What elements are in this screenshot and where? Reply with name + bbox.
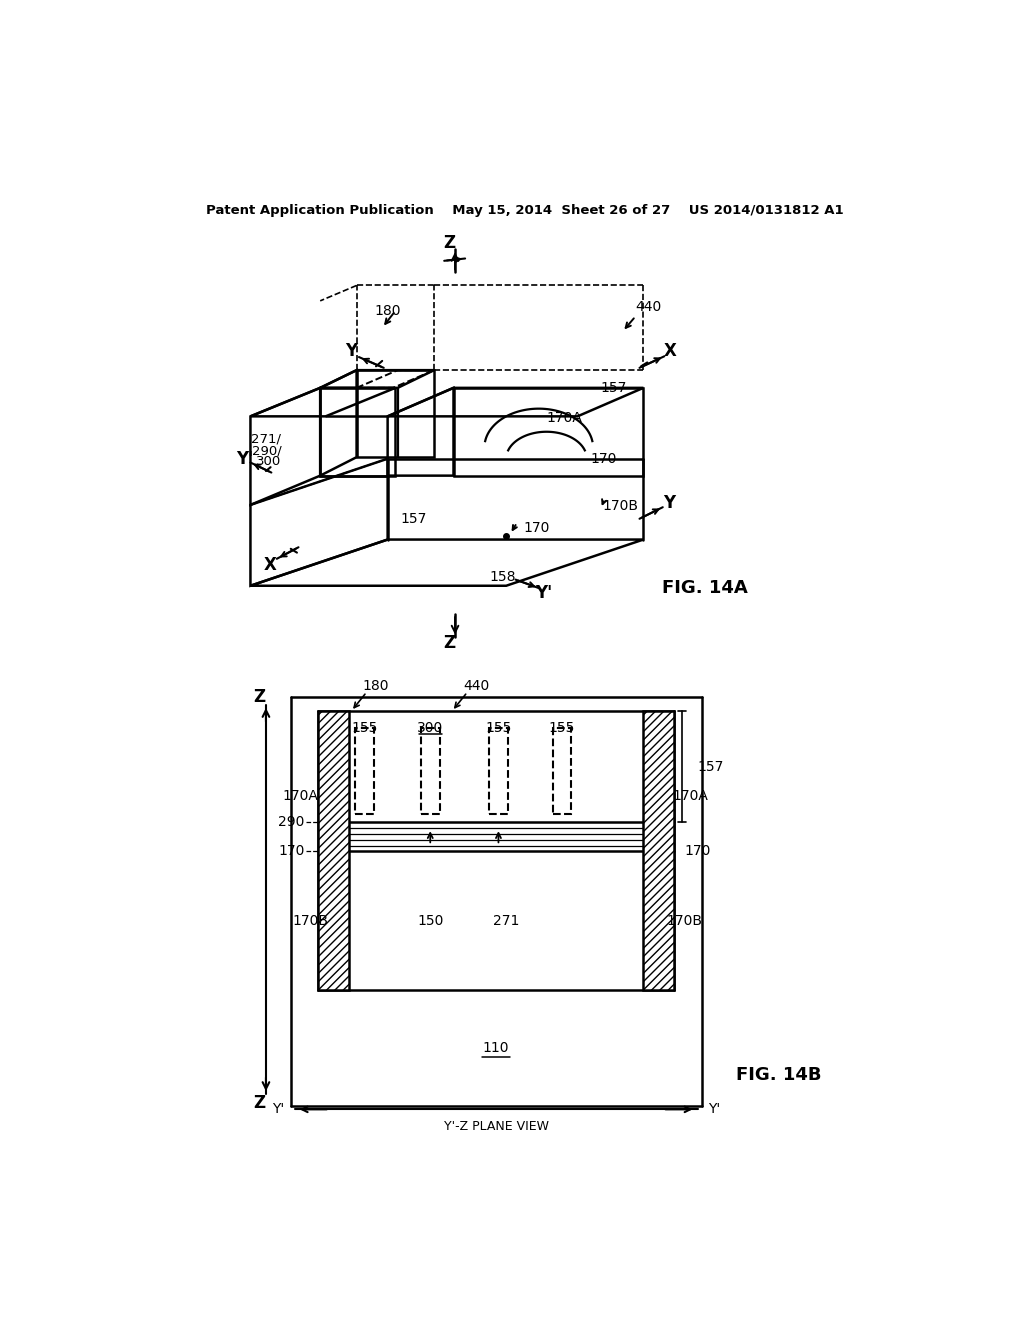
Text: Z: Z — [254, 1094, 266, 1113]
Text: 271/: 271/ — [252, 433, 282, 446]
Text: 170: 170 — [684, 845, 711, 858]
Text: 290: 290 — [279, 816, 305, 829]
Text: 170: 170 — [523, 521, 550, 535]
Bar — [553, 729, 571, 814]
Text: Y'-Z PLANE VIEW: Y'-Z PLANE VIEW — [443, 1119, 549, 1133]
Text: 440: 440 — [636, 300, 662, 314]
Text: X: X — [263, 556, 276, 574]
Text: 170A: 170A — [283, 789, 318, 803]
Text: 300: 300 — [417, 721, 443, 735]
Bar — [421, 729, 439, 814]
Text: 170: 170 — [591, 451, 617, 466]
Text: 271: 271 — [493, 913, 519, 928]
Text: 170A: 170A — [672, 789, 708, 803]
Text: 170B: 170B — [603, 499, 639, 513]
Text: Y: Y — [345, 342, 357, 360]
Text: 300: 300 — [256, 454, 282, 467]
Text: 155: 155 — [485, 721, 512, 735]
Text: Y': Y' — [272, 1102, 285, 1117]
Text: 290/: 290/ — [252, 445, 282, 458]
Text: 158: 158 — [489, 569, 515, 583]
Text: Y': Y' — [708, 1102, 720, 1117]
Text: 157: 157 — [697, 760, 724, 774]
Text: 170: 170 — [279, 845, 305, 858]
Bar — [317, 711, 349, 990]
Text: 440: 440 — [464, 678, 489, 693]
Text: Y': Y' — [536, 583, 553, 602]
Text: 180: 180 — [362, 678, 389, 693]
Text: 110: 110 — [483, 1040, 509, 1055]
Text: Patent Application Publication    May 15, 2014  Sheet 26 of 27    US 2014/013181: Patent Application Publication May 15, 2… — [206, 205, 844, 218]
Text: Y': Y' — [236, 450, 253, 467]
Text: 170B: 170B — [667, 913, 702, 928]
Text: Y: Y — [663, 494, 675, 512]
Text: 170B: 170B — [292, 913, 328, 928]
Text: Z: Z — [443, 635, 456, 652]
Text: 180: 180 — [375, 304, 400, 318]
Text: FIG. 14A: FIG. 14A — [663, 579, 749, 597]
Bar — [489, 729, 508, 814]
Text: 157: 157 — [400, 512, 426, 525]
Text: Z: Z — [443, 234, 456, 252]
Text: X: X — [664, 342, 677, 360]
Text: 150: 150 — [417, 913, 443, 928]
Text: 157: 157 — [600, 381, 627, 395]
Bar — [643, 711, 675, 990]
Text: 155: 155 — [549, 721, 575, 735]
Text: 170A: 170A — [547, 411, 583, 425]
Text: Z: Z — [254, 689, 266, 706]
Text: FIG. 14B: FIG. 14B — [736, 1065, 821, 1084]
Bar — [355, 729, 374, 814]
Text: 155: 155 — [351, 721, 378, 735]
